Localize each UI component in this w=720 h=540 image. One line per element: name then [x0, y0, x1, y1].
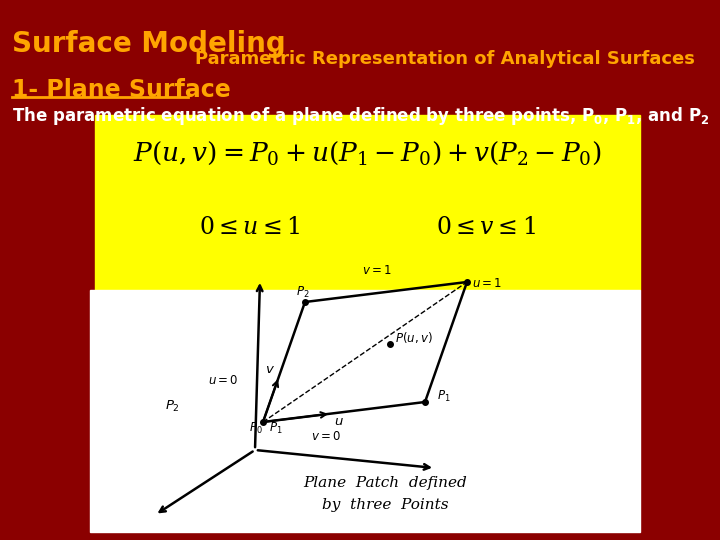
Text: Plane  Patch  defined: Plane Patch defined: [303, 476, 467, 490]
Text: Parametric Representation of Analytical Surfaces: Parametric Representation of Analytical …: [195, 50, 695, 68]
Text: $P_1$: $P_1$: [269, 421, 282, 436]
Text: $P(u,v) = P_0 + u(P_1 - P_0) + v(P_2 - P_0)$: $P(u,v) = P_0 + u(P_1 - P_0) + v(P_2 - P…: [133, 140, 602, 167]
Text: $u$: $u$: [334, 415, 344, 428]
Text: $P_0$: $P_0$: [249, 421, 263, 436]
Text: $P_1$: $P_1$: [437, 389, 451, 404]
Text: $u=1$: $u=1$: [472, 277, 503, 290]
Text: $u=0$: $u=0$: [208, 374, 238, 387]
Text: $P(u,v)$: $P(u,v)$: [395, 330, 433, 345]
Text: Surface Modeling: Surface Modeling: [12, 30, 286, 58]
Text: $v=0$: $v=0$: [311, 430, 341, 443]
Text: The parametric equation of a plane defined by three points, $\mathbf{P_0}$, $\ma: The parametric equation of a plane defin…: [12, 105, 710, 127]
Text: $P_2$: $P_2$: [165, 399, 180, 414]
Text: $P_2$: $P_2$: [296, 285, 310, 300]
Text: 1- Plane Surface: 1- Plane Surface: [12, 78, 230, 102]
Text: $0 \leq u \leq 1 \qquad\qquad\qquad 0 \leq v \leq 1$: $0 \leq u \leq 1 \qquad\qquad\qquad 0 \l…: [199, 215, 536, 239]
Text: by  three  Points: by three Points: [322, 498, 449, 512]
Text: $v$: $v$: [265, 363, 275, 376]
FancyBboxPatch shape: [90, 290, 640, 532]
FancyBboxPatch shape: [95, 115, 640, 290]
Text: $v=1$: $v=1$: [361, 264, 392, 277]
